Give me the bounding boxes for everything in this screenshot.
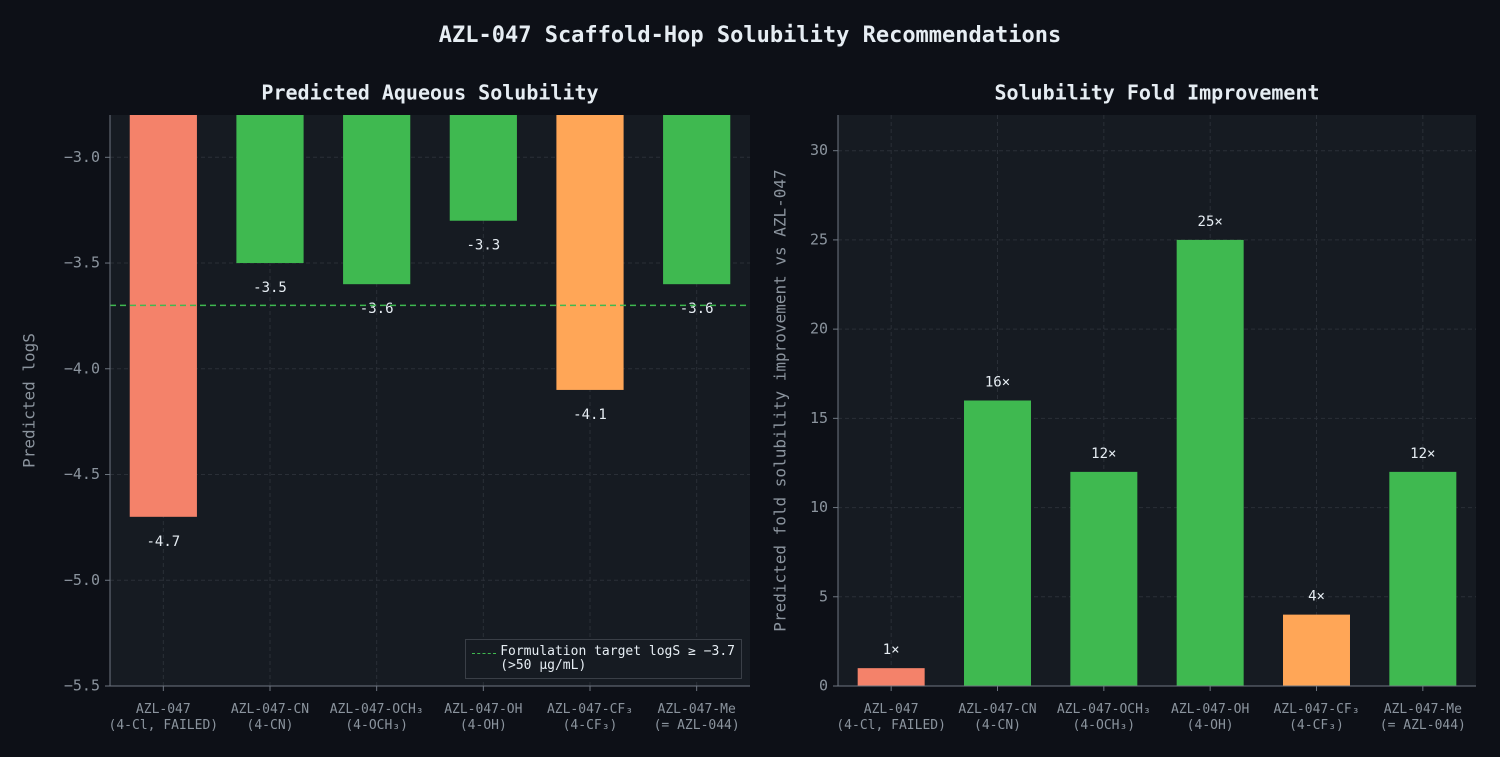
legend: Formulation target logS ≥ −3.7 (>50 μg/m… [465,639,742,679]
y-tick-label: −4.5 [64,465,100,483]
x-tick-label: AZL-047-OCH₃ (4-OCH₃) [329,702,424,733]
bar [236,115,304,264]
x-tick-label: AZL-047-OH (4-OH) [444,702,523,733]
y-tick-label: −5.5 [64,677,100,695]
bar [1389,471,1457,686]
bar [1176,239,1244,686]
legend-swatch [472,653,497,654]
bar [129,115,197,517]
value-label: -4.1 [573,407,607,423]
y-tick-label: 5 [819,587,828,605]
bar [857,668,925,686]
x-tick-label: AZL-047 (4-Cl, FAILED) [836,702,946,733]
value-label: 1× [883,642,900,658]
chart-title: Solubility Fold Improvement [994,81,1319,105]
value-label: 4× [1308,589,1325,605]
bar [449,115,517,221]
y-tick-label: −3.0 [64,148,100,166]
y-tick-label: 25 [810,230,828,248]
chart-title: Predicted Aqueous Solubility [261,81,598,105]
x-tick-label: AZL-047-CF₃ (4-CF₃) [546,702,634,733]
plot-area [838,115,1476,686]
x-tick-label: AZL-047-CN (4-CN) [958,702,1037,733]
value-label: 12× [1410,446,1435,462]
value-label: 12× [1091,446,1116,462]
x-tick-label: AZL-047-OH (4-OH) [1171,702,1250,733]
x-tick-label: AZL-047-CN (4-CN) [230,702,310,733]
y-tick-label: −3.5 [64,254,100,272]
y-tick-label: 0 [819,677,828,695]
value-label: 25× [1198,214,1223,230]
x-tick-label: AZL-047-Me (= AZL-044) [653,702,740,733]
value-label: -3.3 [466,238,500,254]
figure-title: AZL-047 Scaffold-Hop Solubility Recommen… [439,23,1062,48]
value-label: -3.5 [253,280,287,296]
y-tick-label: 20 [810,320,828,338]
x-tick-label: AZL-047-OCH₃ (4-OCH₃) [1056,702,1151,733]
plot-area [110,115,750,686]
bar [663,115,731,285]
value-label: 16× [985,375,1010,391]
legend-label: Formulation target logS ≥ −3.7 (>50 μg/m… [500,644,735,673]
x-tick-label: AZL-047 (4-Cl, FAILED) [108,702,219,733]
y-tick-label: 10 [810,498,828,516]
bar [556,115,624,390]
x-tick-label: AZL-047-CF₃ (4-CF₃) [1273,702,1360,733]
bar [964,400,1031,686]
y-axis-label: Predicted logS [20,333,39,468]
y-axis-label: Predicted fold solubility improvement vs… [771,169,790,631]
y-tick-label: −4.0 [64,359,100,377]
bar [1070,471,1138,686]
value-label: -4.7 [146,534,180,550]
value-label: -3.6 [680,301,714,317]
bar [343,115,411,285]
x-tick-label: AZL-047-Me (= AZL-044) [1379,702,1466,733]
y-tick-label: 30 [810,141,828,159]
y-tick-label: 15 [810,409,828,427]
y-tick-label: −5.0 [64,571,100,589]
value-label: -3.6 [360,301,394,317]
bar [1283,614,1350,686]
